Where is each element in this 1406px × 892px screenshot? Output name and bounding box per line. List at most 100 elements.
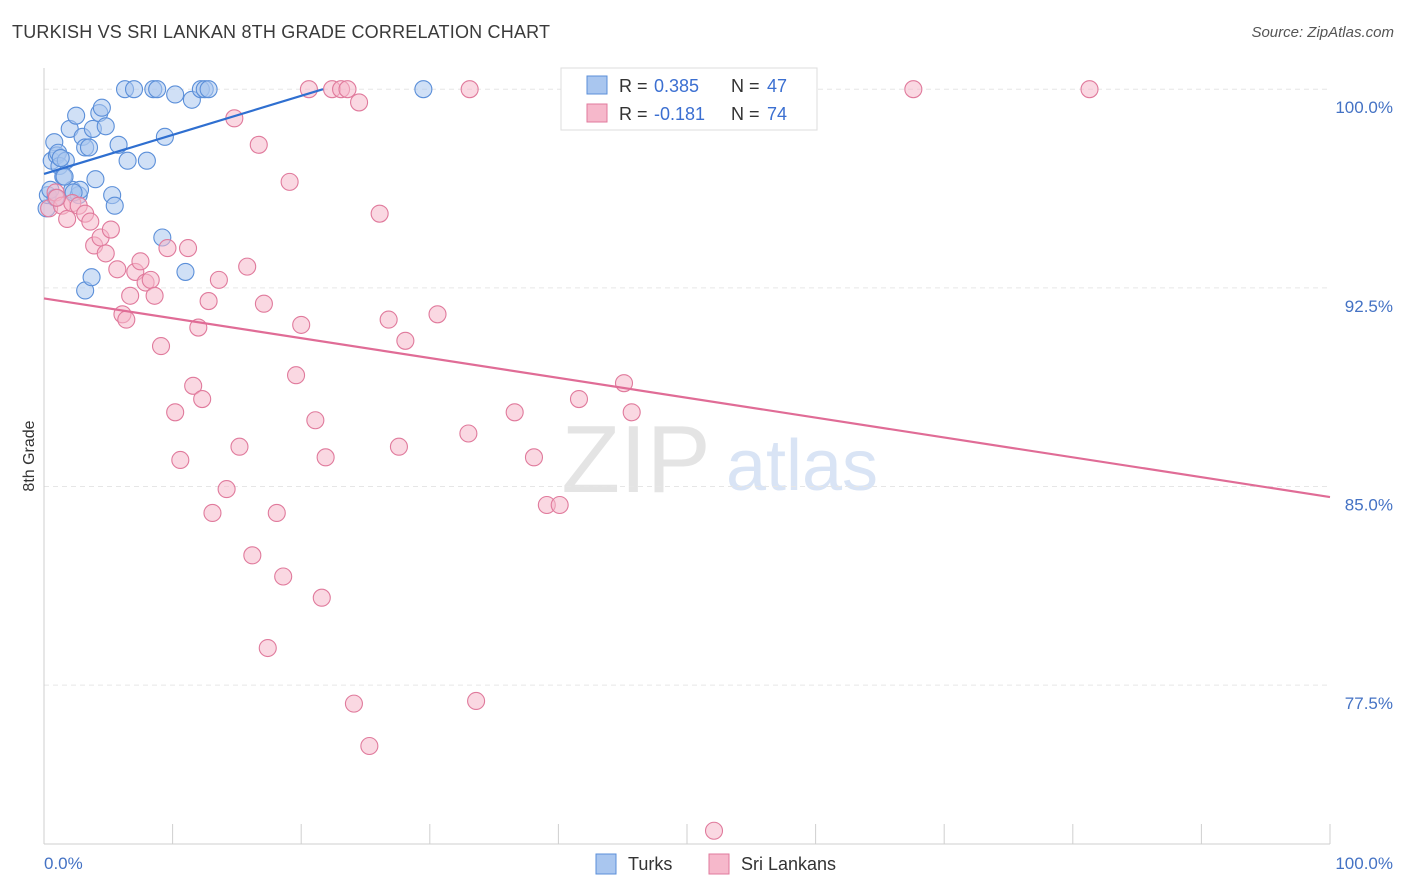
data-point [249, 135, 268, 154]
series-sri-lankans [40, 80, 1099, 840]
data-point [389, 437, 408, 456]
legend-r-value-sri-lankans: -0.181 [654, 104, 705, 124]
grid [44, 88, 1330, 686]
data-point [299, 80, 318, 99]
data-point [184, 376, 203, 395]
data-point [176, 262, 195, 281]
data-point [217, 480, 236, 499]
data-point [166, 85, 185, 104]
data-point [459, 424, 478, 443]
bottom-legend: Turks Sri Lankans [595, 853, 836, 875]
legend-r-label-sri-lankans: R = [619, 104, 648, 124]
data-point [166, 403, 185, 422]
data-point [124, 80, 144, 99]
data-point [622, 403, 641, 422]
data-point [274, 567, 293, 586]
data-point [460, 80, 479, 99]
data-point [1080, 80, 1099, 99]
legend-n-value-sri-lankans: 74 [767, 104, 787, 124]
data-point [428, 305, 447, 324]
data-point [151, 337, 171, 356]
data-point [280, 172, 299, 191]
data-point [704, 821, 724, 840]
legend-n-value-turks: 47 [767, 76, 787, 96]
y-tick-label: 77.5% [1345, 694, 1393, 713]
bottom-legend-label-turks: Turks [628, 854, 672, 874]
legend-box: R = 0.385 N = 47 R = -0.181 N = 74 [560, 67, 818, 131]
chart-source: Source: ZipAtlas.com [1251, 24, 1394, 41]
data-point [141, 270, 160, 289]
y-tick-label: 92.5% [1345, 297, 1393, 316]
data-point [344, 694, 363, 713]
data-point [131, 252, 150, 271]
data-point [569, 390, 589, 409]
data-point [338, 80, 357, 99]
data-point [243, 546, 262, 565]
data-point [121, 286, 140, 305]
data-point [118, 151, 137, 170]
y-axis-label: 8th Grade [21, 420, 38, 491]
data-point [360, 736, 379, 756]
data-point [316, 448, 335, 467]
data-point [258, 638, 277, 658]
data-point [58, 209, 77, 229]
data-point [105, 196, 124, 215]
data-point [117, 310, 136, 329]
data-point [238, 257, 257, 276]
data-point [467, 691, 486, 711]
data-point [81, 212, 100, 231]
data-point [82, 268, 101, 287]
x-tick-label-max: 100.0% [1335, 854, 1393, 873]
data-point [193, 390, 212, 409]
data-point [79, 138, 99, 157]
data-point [92, 98, 111, 117]
legend-n-label-sri-lankans: N = [731, 104, 760, 124]
data-point [145, 286, 164, 305]
data-point [86, 170, 105, 189]
data-point [350, 93, 369, 112]
y-tick-labels: 100.0% 92.5% 85.0% 77.5% [1335, 98, 1393, 713]
data-point [414, 80, 433, 99]
x-ticks [43, 824, 1331, 844]
data-point [396, 331, 415, 350]
data-point [148, 80, 167, 99]
y-tick-label: 85.0% [1345, 495, 1393, 514]
trend-line [43, 297, 1331, 499]
bottom-legend-swatch-turks [595, 853, 617, 875]
data-point [505, 403, 524, 422]
watermark: ZIP atlas [561, 406, 878, 513]
data-point [287, 366, 306, 385]
data-point [904, 80, 923, 99]
data-point [370, 204, 389, 223]
data-point [47, 188, 66, 207]
x-tick-label-min: 0.0% [44, 854, 83, 873]
data-point [199, 292, 218, 311]
legend-swatch-turks [586, 75, 608, 95]
data-point [292, 315, 311, 334]
data-point [306, 411, 325, 430]
trend-lines [43, 88, 1331, 499]
data-point [178, 239, 198, 258]
legend-r-value-turks: 0.385 [654, 76, 699, 96]
data-point [267, 503, 286, 522]
data-point [254, 294, 273, 313]
data-point [96, 244, 115, 263]
data-point [158, 239, 177, 258]
bottom-legend-label-sri-lankans: Sri Lankans [741, 854, 836, 874]
watermark-atlas: atlas [726, 426, 878, 506]
data-point [51, 148, 70, 168]
data-point [96, 117, 115, 136]
data-point [203, 503, 222, 522]
data-point [312, 588, 331, 607]
data-point [524, 448, 544, 467]
chart-title: TURKISH VS SRI LANKAN 8TH GRADE CORRELAT… [12, 22, 551, 42]
data-point [550, 495, 569, 515]
legend-swatch-sri-lankans [586, 103, 608, 123]
data-point [67, 106, 86, 125]
bottom-legend-swatch-sri-lankans [708, 853, 730, 875]
legend-r-label-turks: R = [619, 76, 648, 96]
data-point [199, 80, 218, 99]
data-point [101, 220, 120, 239]
